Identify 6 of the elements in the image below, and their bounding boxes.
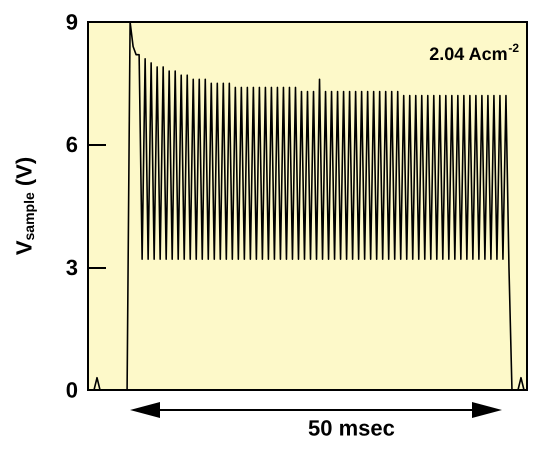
y-tick-label: 6 bbox=[66, 132, 78, 158]
text: 50 msec bbox=[308, 416, 395, 440]
y-axis-title: Vsample (V) bbox=[12, 156, 37, 256]
y-tick-label: 0 bbox=[66, 378, 78, 402]
y-tick-label: 9 bbox=[66, 10, 78, 34]
y-tick-label: 3 bbox=[66, 254, 78, 280]
